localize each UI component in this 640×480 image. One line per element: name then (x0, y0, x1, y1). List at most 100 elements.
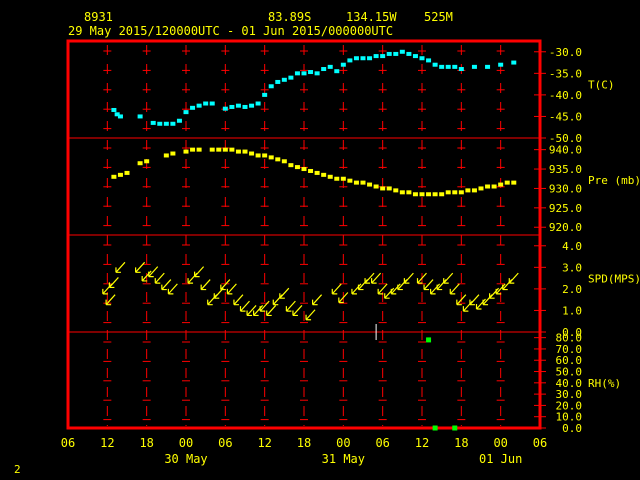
temperature-point (111, 107, 117, 112)
pressure-point (511, 180, 517, 185)
temperature-point (498, 62, 504, 67)
page-number: 2 (14, 463, 21, 476)
wind-arrow (449, 283, 460, 295)
pressure-point (334, 176, 340, 181)
temperature-point (314, 71, 320, 76)
temperature-point (255, 101, 261, 106)
pressure-point (308, 168, 314, 173)
wind-arrow (351, 283, 362, 295)
pressure-point (478, 186, 484, 191)
wind-arrow (161, 279, 172, 291)
temperature-point (190, 105, 196, 110)
temperature-point (157, 121, 163, 126)
time-range: 29 May 2015/120000UTC - 01 Jun 2015/0000… (68, 24, 394, 38)
temperature-point (294, 71, 300, 76)
pressure-point (327, 174, 333, 179)
wind-arrow (239, 300, 250, 312)
pressure-point (471, 188, 477, 193)
wind-arrow (148, 266, 159, 278)
y-tick-label: 0.0 (562, 326, 582, 339)
pressure-point (255, 153, 261, 158)
pressure-point (249, 151, 255, 156)
wind-arrow (403, 272, 414, 284)
pressure-point (288, 163, 294, 168)
temperature-point (386, 51, 392, 56)
wind-arrow (443, 272, 454, 284)
temperature-point (485, 64, 491, 69)
wind-arrow (456, 294, 467, 306)
pressure-point (314, 170, 320, 175)
temperature-point (209, 101, 215, 106)
pressure-point (465, 188, 471, 193)
pressure-point (498, 182, 504, 187)
x-tick-label: 18 (139, 436, 153, 450)
y-tick-label: -40.0 (549, 89, 582, 102)
temperature-point (170, 121, 176, 126)
y-tick-label: 920.0 (549, 221, 582, 234)
pressure-point (426, 192, 432, 197)
y-tick-label: 10.0 (556, 411, 583, 424)
y-tick-label: 0.0 (562, 422, 582, 435)
pressure-point (124, 170, 130, 175)
temperature-point (406, 51, 412, 56)
x-tick-label: 12 (415, 436, 429, 450)
wind-arrow (430, 283, 441, 295)
wind-arrow (384, 287, 395, 299)
x-tick-label: 06 (533, 436, 547, 450)
temperature-point (203, 101, 209, 106)
temperature-point (268, 84, 274, 89)
series-label-pressure: Pre (mb) (588, 174, 640, 187)
temperature-point (150, 120, 156, 125)
station-latitude: 83.89S (268, 10, 312, 24)
pressure-point (216, 147, 222, 152)
wind-arrow (108, 277, 119, 289)
pressure-point (340, 176, 346, 181)
pressure-point (117, 172, 123, 177)
y-tick-label: 60.0 (556, 354, 583, 367)
x-tick-label: 18 (297, 436, 311, 450)
wind-arrow (331, 283, 342, 295)
x-tick-label: 06 (218, 436, 232, 450)
y-tick-label: 935.0 (549, 163, 582, 176)
wind-arrow (135, 261, 146, 273)
temperature-point (419, 56, 425, 61)
wind-arrow (338, 292, 349, 304)
temperature-point (183, 110, 189, 115)
temperature-point (360, 56, 366, 61)
temperature-point (288, 75, 294, 80)
pressure-point (380, 186, 386, 191)
y-tick-label: 925.0 (549, 202, 582, 215)
pressure-point (301, 167, 307, 172)
pressure-point (144, 159, 150, 164)
pressure-point (485, 184, 491, 189)
pressure-point (445, 190, 451, 195)
pressure-point (170, 151, 176, 156)
wind-arrow (226, 283, 237, 295)
y-tick-label: 70.0 (556, 343, 583, 356)
wind-arrow (266, 305, 277, 317)
pressure-point (419, 192, 425, 197)
temperature-point (458, 67, 464, 72)
wind-arrow (246, 305, 257, 317)
rh-point (452, 425, 458, 431)
y-tick-label: 80.0 (556, 332, 583, 345)
station-longitude: 134.15W (346, 10, 397, 24)
pressure-point (386, 186, 392, 191)
temperature-point (137, 114, 143, 119)
x-tick-label: 12 (257, 436, 271, 450)
station-id: 8931 (84, 10, 113, 24)
y-tick-label: -50.0 (549, 132, 582, 145)
wind-arrow (167, 283, 178, 295)
y-tick-label: 30.0 (556, 388, 583, 401)
pressure-point (353, 180, 359, 185)
temperature-point (301, 71, 307, 76)
wind-arrow (508, 272, 519, 284)
temperature-point (452, 64, 458, 69)
y-tick-label: 50.0 (556, 366, 583, 379)
temperature-point (380, 54, 386, 59)
pressure-point (452, 190, 458, 195)
pressure-point (262, 153, 268, 158)
wind-arrow (115, 261, 126, 273)
pressure-point (458, 190, 464, 195)
wind-arrow (489, 287, 500, 299)
